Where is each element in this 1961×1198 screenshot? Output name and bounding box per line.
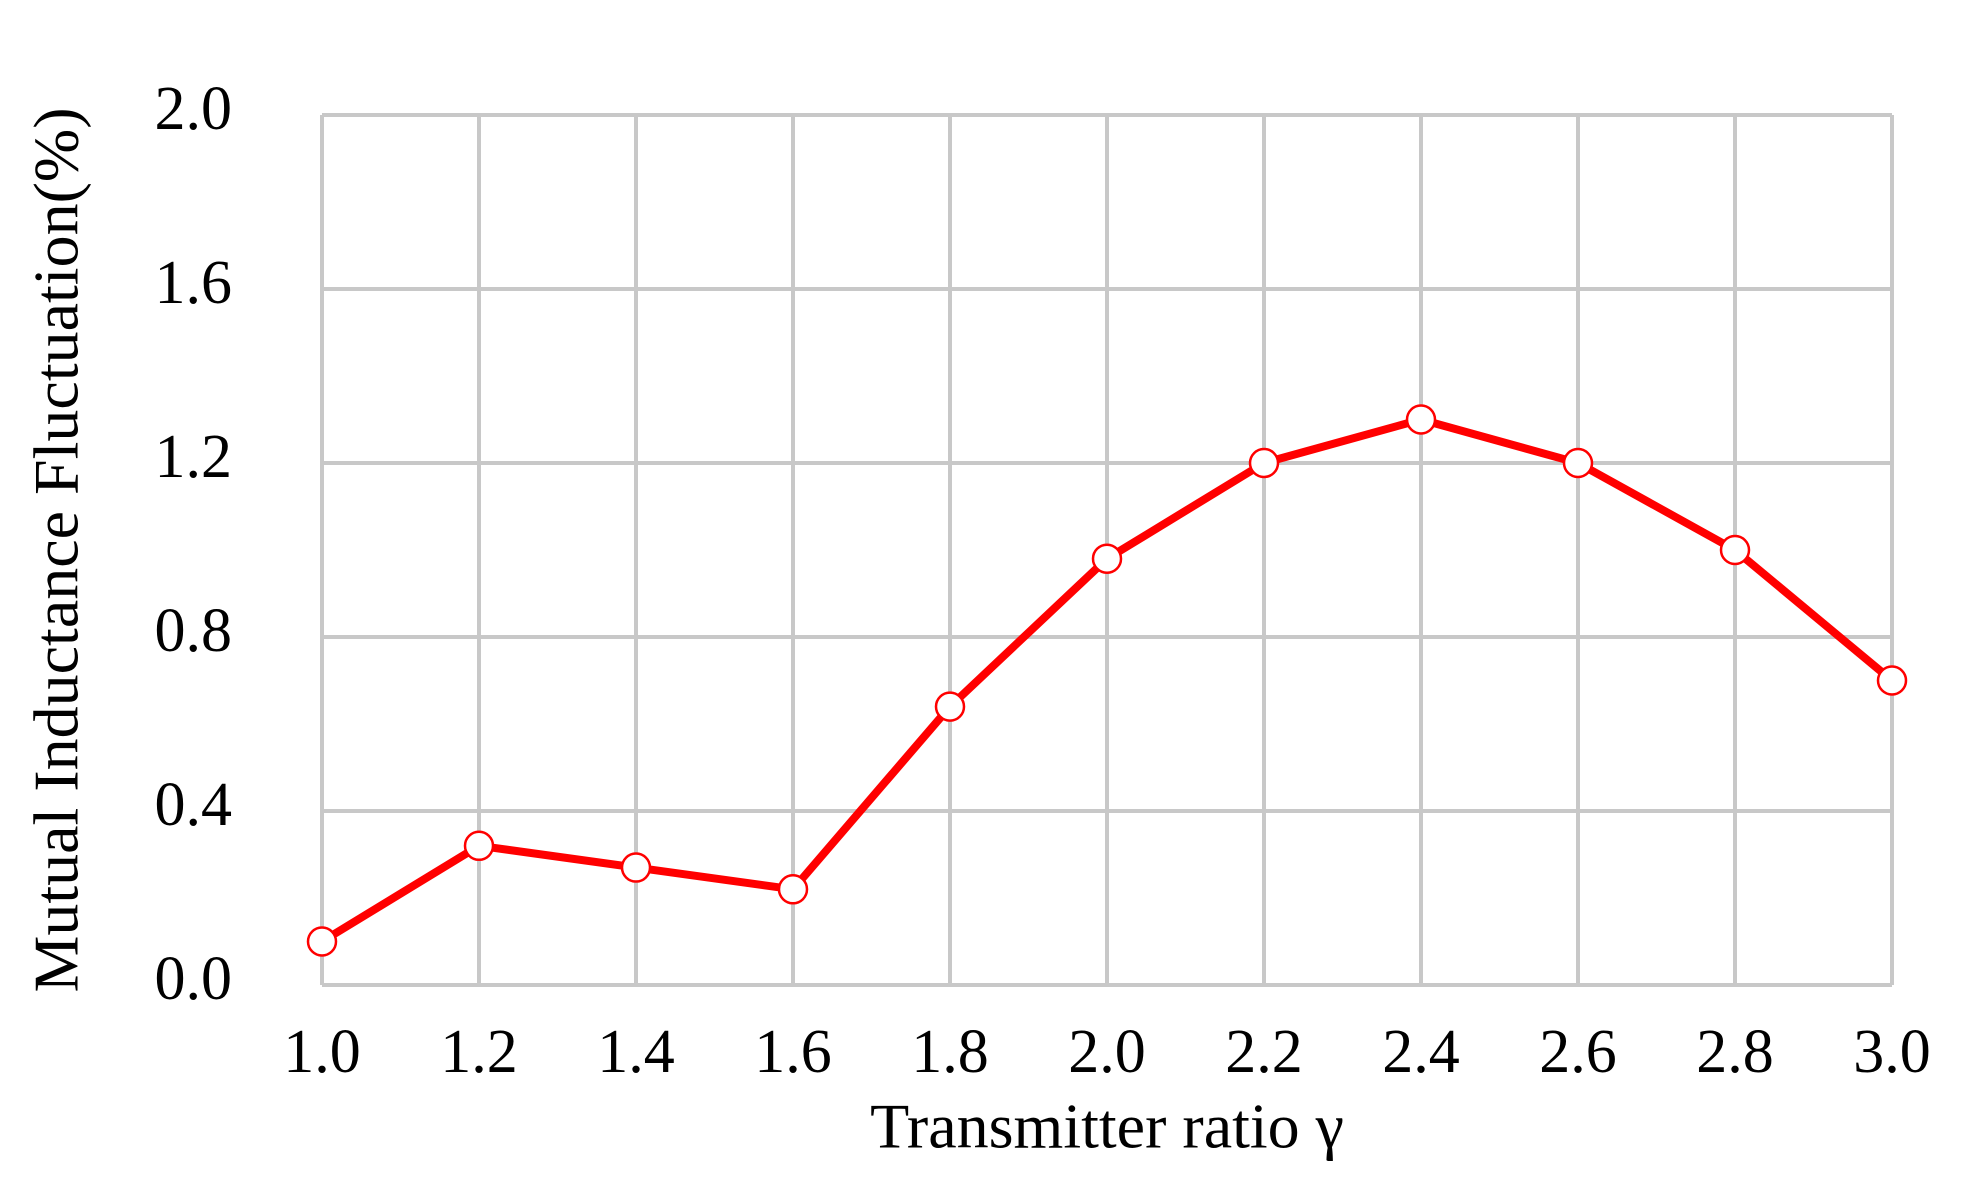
x-tick-label: 3.0 [1853,1018,1931,1086]
y-tick-label: 0.8 [155,597,233,665]
data-point [777,874,809,905]
x-tick-label: 1.6 [754,1018,832,1086]
data-point [620,852,652,883]
x-tick-label: 2.6 [1539,1018,1617,1086]
y-tick-label: 1.6 [155,249,233,317]
x-tick-label: 2.8 [1696,1018,1774,1086]
data-point [1562,447,1594,479]
y-tick-label: 1.2 [155,423,233,491]
data-point [1405,404,1437,435]
x-tick-label: 1.8 [911,1018,989,1086]
y-tick-label: 0.4 [155,771,233,839]
x-tick-label: 1.0 [283,1018,361,1086]
data-point [306,926,338,957]
x-tick-label: 2.4 [1382,1018,1460,1086]
data-point [1719,534,1751,566]
data-point [1091,543,1123,574]
data-point [934,691,966,722]
data-point [1248,447,1280,479]
y-tick-label: 2.0 [155,75,233,143]
data-point [1876,665,1908,696]
x-tick-label: 1.4 [597,1018,675,1086]
x-tick-label: 2.0 [1068,1018,1146,1086]
x-axis-title: Transmitter ratio γ [870,1091,1344,1162]
x-tick-label: 1.2 [440,1018,518,1086]
grid [320,113,1894,987]
data-point [463,830,495,862]
marks [306,404,1908,957]
y-axis-title: Mutual Inductance Fluctuation(%) [21,107,92,992]
y-tick-label: 0.0 [155,945,233,1013]
x-tick-label: 2.2 [1225,1018,1303,1086]
